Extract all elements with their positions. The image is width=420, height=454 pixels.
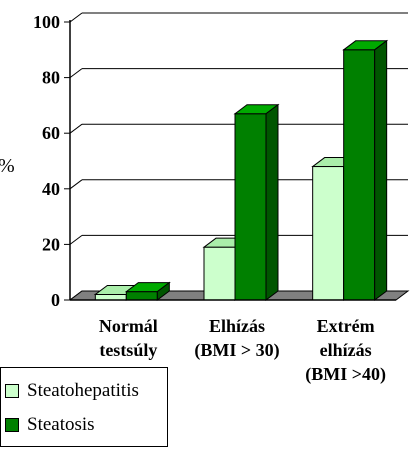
category-label: (BMI >40) [305,364,386,385]
category-label: testsúly [99,340,157,360]
gridline-depth [69,68,83,78]
category-label: Normál [99,316,158,336]
bar [343,49,376,301]
legend-swatch [5,384,19,398]
bar-side [156,281,170,301]
y-tick-label: 80 [42,68,60,88]
bar [94,293,127,301]
bar [312,166,345,301]
category-label: Elhízás [209,316,265,336]
y-tick-label: 60 [42,123,60,143]
bar [203,246,236,301]
bar [234,113,267,301]
gridline-depth [69,123,83,134]
category-label: Extrém [317,316,375,336]
category-labels: Normál testsúly Elhízás (BMI > 30) Extrém elh… [99,316,386,385]
legend-item-steatohepatitis: Steatohepatitis [5,380,139,402]
gridline-depth [69,234,83,245]
bars [93,39,389,302]
category-label: elhízás [320,340,372,360]
y-tick-label: 100 [33,12,60,32]
gridline-depth [69,12,83,23]
category-label: (BMI > 30) [194,340,279,361]
bar-side [265,103,279,301]
y-tick-labels: 0 20 40 60 80 100 [33,12,60,310]
bar-side [374,39,388,301]
legend: Steatohepatitis Steatosis [0,367,168,447]
legend-swatch [5,418,19,432]
y-tick-label: 20 [42,234,60,254]
gridline-depth [69,179,83,190]
legend-label: Steatosis [27,414,95,435]
y-tick-label: 0 [51,290,60,310]
legend-item-steatosis: Steatosis [5,414,95,436]
y-tick-label: 40 [42,179,60,199]
y-axis-label: % [0,155,15,177]
bar [125,291,158,301]
legend-label: Steatohepatitis [27,380,139,401]
axes [64,20,396,301]
